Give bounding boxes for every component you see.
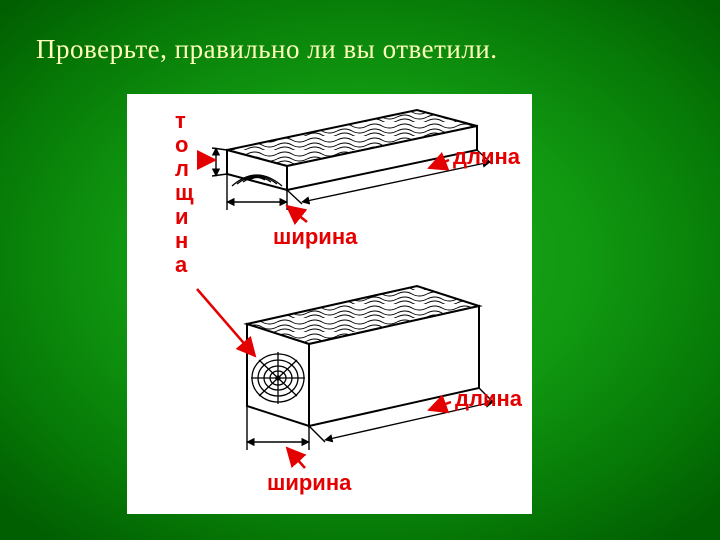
top-plank xyxy=(227,110,477,190)
svg-text:а: а xyxy=(175,252,188,277)
slide-title: Проверьте, правильно ли вы ответили. xyxy=(36,34,498,65)
svg-text:щ: щ xyxy=(175,180,194,205)
arrow-width-top xyxy=(287,206,307,222)
figure-panel: длина ширина xyxy=(127,94,532,514)
svg-text:т: т xyxy=(175,108,186,133)
label-length-top: длина xyxy=(453,144,521,169)
svg-text:и: и xyxy=(175,204,189,229)
arrow-length-top xyxy=(429,160,449,168)
svg-text:н: н xyxy=(175,228,188,253)
label-length-bottom: длина xyxy=(455,386,523,411)
arrow-thickness-bottom xyxy=(197,289,255,356)
svg-text:о: о xyxy=(175,132,188,157)
label-width-bottom: ширина xyxy=(267,470,352,495)
arrow-width-bottom xyxy=(287,448,305,468)
top-thickness-dim xyxy=(212,148,227,176)
arrow-length-bottom xyxy=(429,402,451,410)
label-width-top: ширина xyxy=(273,224,358,249)
slide: Проверьте, правильно ли вы ответили. xyxy=(0,0,720,540)
svg-text:л: л xyxy=(175,156,189,181)
label-thickness-vertical: т о л щ и н а xyxy=(175,108,194,277)
wood-dimensions-diagram: длина ширина xyxy=(127,94,532,514)
